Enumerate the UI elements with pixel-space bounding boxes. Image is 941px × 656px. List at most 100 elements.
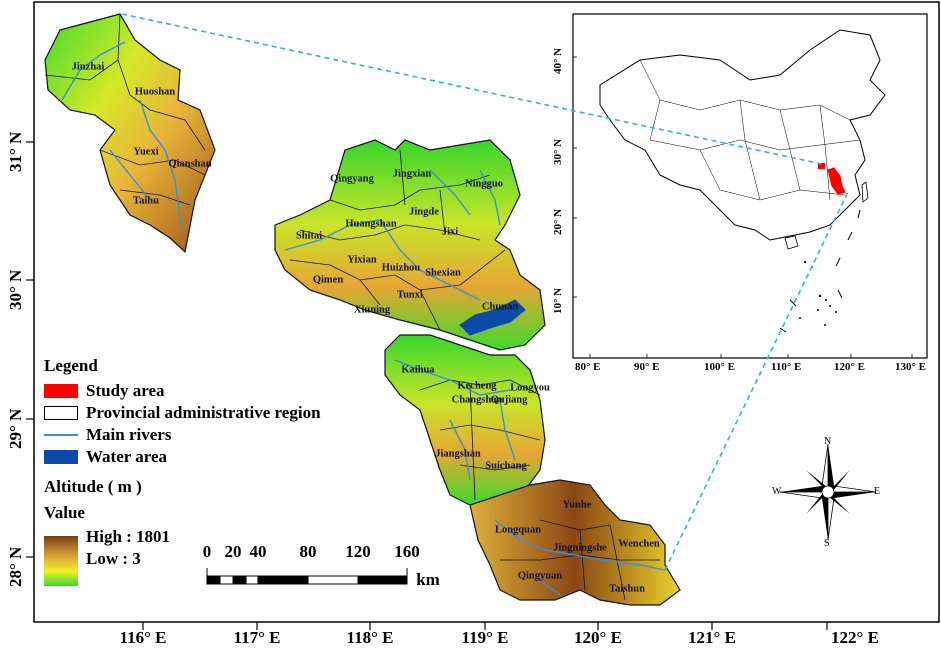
legend-value-title: Value [44, 502, 321, 524]
legend-low: Low : 3 [44, 548, 321, 570]
inset-study-area [827, 167, 846, 195]
county-label: Chunan [481, 301, 519, 313]
inset-study-area-north [818, 163, 825, 169]
county-label: Shitai [295, 230, 323, 242]
connector-lines [121, 13, 849, 571]
legend-altitude-text: Altitude ( m ) [44, 477, 142, 496]
county-label: Jingde [409, 206, 439, 218]
y-axis-label-31: 31° N [6, 131, 25, 172]
x-axis-label-116: 116° E [119, 628, 167, 647]
county-label: Qingyang [330, 173, 374, 185]
scale-label: 160 [394, 542, 420, 561]
county-label: Taihu [133, 195, 159, 207]
county-label: Jingningshe [553, 542, 607, 554]
county-label: Yixian [347, 254, 377, 266]
county-label: Huoshan [134, 86, 176, 98]
county-label: Huangshan [345, 218, 397, 230]
inset-y-label: 10° N [552, 287, 564, 314]
county-label: Wenchen [618, 538, 660, 550]
region-south-middle-block [384, 334, 546, 506]
county-label: Yunhe [562, 499, 592, 511]
legend-value-text: Value [44, 503, 85, 522]
water-area-chunan [459, 299, 526, 336]
scale-label: 120 [345, 542, 371, 561]
legend-swatch-rivers [44, 434, 78, 436]
inset-y-label: 20° N [552, 208, 564, 235]
inset-y-label: 40° N [552, 47, 564, 74]
inset-x-label: 80° E [575, 361, 601, 373]
compass-s: S [824, 538, 830, 549]
county-label: Longyou [510, 382, 550, 394]
legend-high: High : 1801 [44, 526, 321, 548]
legend-low-text: Low : 3 [86, 549, 141, 568]
county-label: Qianshan [168, 158, 212, 170]
x-axis-label-117: 117° E [233, 628, 281, 647]
legend-title: Legend [44, 356, 98, 375]
inset-x-label: 90° E [634, 361, 660, 373]
scale-label: 80 [299, 542, 317, 561]
county-label: Changshan [451, 394, 503, 406]
legend-item-water: Water area [44, 446, 321, 468]
x-axis-label-118: 118° E [346, 628, 394, 647]
y-axis-label-30: 30° N [6, 269, 25, 310]
x-axis-label-120: 120° E [574, 628, 622, 647]
county-label: Suichang [485, 460, 527, 472]
legend-label: Study area [86, 381, 165, 400]
legend-label: Provincial administrative region [86, 403, 321, 422]
inset-x-label: 100° E [704, 361, 735, 373]
legend-item-rivers: Main rivers [44, 424, 321, 446]
county-label: Qingyuan [517, 570, 563, 582]
inset-x-label: 120° E [834, 361, 865, 373]
inset-hainan [784, 235, 799, 250]
legend-altitude-title: Altitude ( m ) [44, 476, 321, 498]
county-label: Qujiang [490, 394, 528, 406]
region-north-block [44, 13, 216, 254]
map-frame [33, 1, 940, 623]
compass-rose [779, 443, 877, 541]
x-axis-label-121: 121° E [688, 628, 736, 647]
y-axis-label-28: 28° N [6, 546, 25, 587]
county-label: Jinzhai [71, 61, 105, 73]
legend-ramp [44, 536, 78, 586]
legend-label: Main rivers [86, 425, 172, 444]
inset-nine-dash [779, 209, 861, 333]
county-label: Xiuning [353, 304, 391, 316]
county-label: Jiangshan [435, 448, 481, 460]
county-label: Shexian [425, 267, 461, 279]
inset-x-label: 110° E [771, 361, 802, 373]
scale-label: 0 [202, 542, 212, 561]
compass-n: N [824, 436, 832, 447]
y-axis-ticks [26, 141, 34, 558]
inset-x-label: 130° E [895, 361, 926, 373]
county-label: Qimen [312, 274, 344, 286]
scale-label: 20 [224, 542, 242, 561]
scale-label: 40 [249, 542, 267, 561]
inset-china-outline [599, 29, 886, 241]
legend-label: Water area [86, 447, 168, 466]
y-axis-label-29: 29° N [6, 408, 25, 449]
region-south-block [469, 479, 681, 606]
region-middle-block [274, 139, 546, 351]
county-label: Kaihua [401, 364, 435, 376]
county-label: Kecheng [457, 380, 497, 392]
scale-unit: km [416, 570, 440, 589]
legend-high-text: High : 1801 [86, 527, 171, 546]
scale-bar [206, 568, 408, 585]
compass-e: E [874, 486, 881, 497]
x-axis-label-119: 119° E [461, 628, 509, 647]
legend-swatch-water [44, 450, 78, 464]
county-label: Huizhou [381, 262, 421, 274]
legend: Legend Study area Provincial administrat… [44, 356, 321, 570]
county-label: Jixi [441, 226, 459, 238]
county-label: Yuexi [133, 146, 159, 158]
legend-item-provincial: Provincial administrative region [44, 402, 321, 424]
inset-taiwan [861, 181, 869, 203]
county-label: Tunxi [397, 289, 423, 301]
county-label: Ningguo [465, 178, 503, 190]
x-axis-label-122: 122° E [831, 628, 879, 647]
x-axis-ticks [142, 622, 828, 630]
inset-y-label: 30° N [552, 138, 564, 165]
county-label: Taishun [609, 583, 645, 595]
county-label: Jingxian [392, 168, 432, 180]
